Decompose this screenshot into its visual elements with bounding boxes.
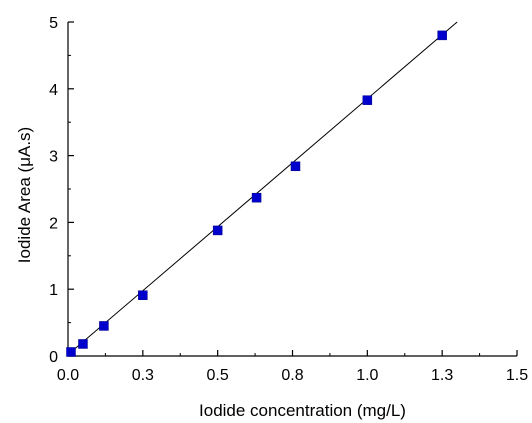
y-tick-label: 4 bbox=[49, 82, 58, 99]
x-tick-label: 0.5 bbox=[207, 367, 229, 384]
data-point bbox=[212, 225, 223, 236]
y-tick-label: 2 bbox=[49, 215, 58, 232]
x-tick-label: 1.0 bbox=[356, 367, 378, 384]
data-point bbox=[78, 339, 88, 349]
y-tick-label: 1 bbox=[49, 282, 58, 299]
data-point bbox=[251, 192, 262, 203]
y-tick-label: 0 bbox=[49, 349, 58, 366]
x-axis: 0.0 0.3 0.5 0.8 1.0 1.3 1.5 bbox=[57, 350, 528, 384]
data-points-layer bbox=[66, 30, 447, 357]
data-point bbox=[99, 321, 109, 331]
fit-line-layer bbox=[67, 21, 458, 356]
x-tick-label: 0.3 bbox=[132, 367, 154, 384]
data-point bbox=[66, 347, 76, 357]
data-point bbox=[138, 290, 148, 300]
x-tick-label: 0.8 bbox=[281, 367, 303, 384]
x-tick-label: 0.0 bbox=[57, 367, 79, 384]
linear-fit-line bbox=[67, 21, 458, 356]
data-point bbox=[362, 95, 373, 105]
data-point bbox=[290, 161, 301, 172]
data-point bbox=[437, 30, 447, 41]
y-axis: 0 1 2 3 4 5 bbox=[49, 15, 74, 366]
plot-frame bbox=[67, 22, 517, 357]
x-tick-label: 1.5 bbox=[506, 367, 528, 384]
y-tick-label: 3 bbox=[49, 149, 58, 166]
x-tick-label: 1.3 bbox=[431, 367, 453, 384]
y-axis-title: Iodide Area (μA.s) bbox=[15, 127, 34, 263]
y-tick-label: 5 bbox=[49, 15, 58, 32]
x-axis-title: Iodide concentration (mg/L) bbox=[199, 401, 406, 420]
